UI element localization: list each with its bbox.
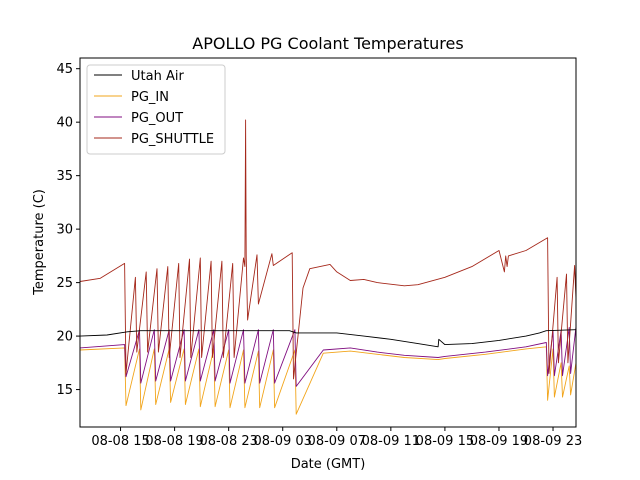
x-tick-label: 08-09 11 [362,434,420,449]
x-tick-label: 08-09 15 [416,434,474,449]
y-tick-label: 40 [56,116,73,131]
y-tick-label: 15 [56,383,73,398]
plot-frame [79,57,577,428]
y-tick-label: 30 [56,223,73,238]
series-line-pg-shuttle [79,119,577,380]
legend-box [86,64,226,155]
y-tick-label: 45 [56,62,73,77]
y-tick-label: 25 [56,276,73,291]
legend-label-pg-out: PG_OUT [131,111,183,126]
x-tick-label: 08-09 19 [470,434,528,449]
x-tick-label: 08-08 19 [145,434,203,449]
series-line-utah-air [79,329,577,348]
series-lines [79,119,577,415]
x-tick-label: 08-08 15 [91,434,149,449]
x-axis-label: Date (GMT) [291,457,366,472]
y-axis-label: Temperature (C) [32,189,47,296]
y-tick-label: 20 [56,330,73,345]
y-tick-label: 35 [56,169,73,184]
legend-label-utah-air: Utah Air [131,69,184,84]
x-tick-label: 08-09 07 [308,434,366,449]
legend-label-pg-in: PG_IN [131,90,169,105]
chart-title: APOLLO PG Coolant Temperatures [192,34,463,53]
x-tick-label: 08-09 23 [524,434,582,449]
series-line-pg-in [79,346,577,415]
x-tick-label: 08-08 23 [199,434,257,449]
x-tick-label: 08-09 03 [253,434,311,449]
legend-label-pg-shuttle: PG_SHUTTLE [131,132,214,147]
legend: Utah Air PG_IN PG_OUT PG_SHUTTLE [86,64,226,155]
